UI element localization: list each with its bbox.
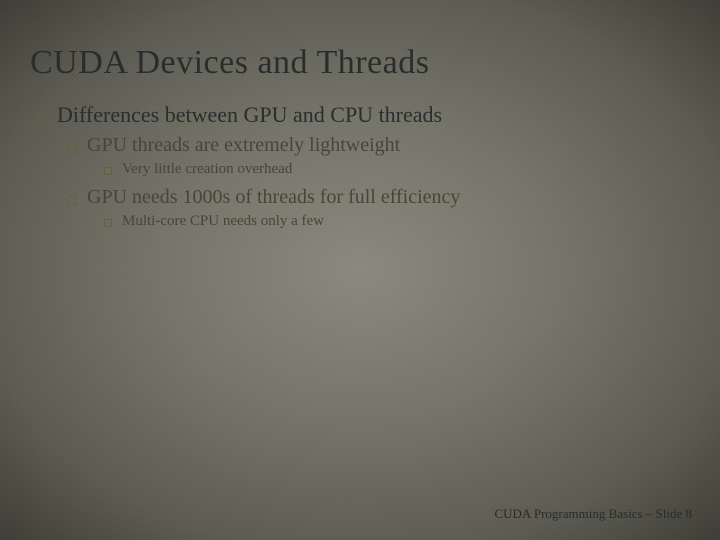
slide-footer: CUDA Programming Basics – Slide 8 bbox=[494, 506, 692, 522]
bullet-level-2: GPU threads are extremely lightweight bbox=[68, 134, 690, 157]
bullet-level-2: GPU needs 1000s of threads for full effi… bbox=[68, 186, 690, 209]
bullet-text: Differences between GPU and CPU threads bbox=[57, 102, 442, 128]
bullet-icon bbox=[68, 144, 77, 153]
bullet-text: Very little creation overhead bbox=[122, 161, 292, 178]
bullet-level-3: Multi-core CPU needs only a few bbox=[104, 213, 690, 230]
bullet-icon bbox=[104, 167, 112, 175]
bullet-level-1: Differences between GPU and CPU threads bbox=[36, 102, 690, 128]
bullet-level-3: Very little creation overhead bbox=[104, 161, 690, 178]
bullet-icon bbox=[68, 196, 77, 205]
bullet-icon bbox=[104, 219, 112, 227]
bullet-text: Multi-core CPU needs only a few bbox=[122, 213, 324, 230]
slide-container: CUDA Devices and Threads Differences bet… bbox=[0, 0, 720, 540]
bullet-text: GPU threads are extremely lightweight bbox=[87, 134, 400, 157]
slide-title: CUDA Devices and Threads bbox=[30, 44, 690, 82]
bullet-text: GPU needs 1000s of threads for full effi… bbox=[87, 186, 460, 209]
bullet-icon bbox=[36, 113, 47, 124]
